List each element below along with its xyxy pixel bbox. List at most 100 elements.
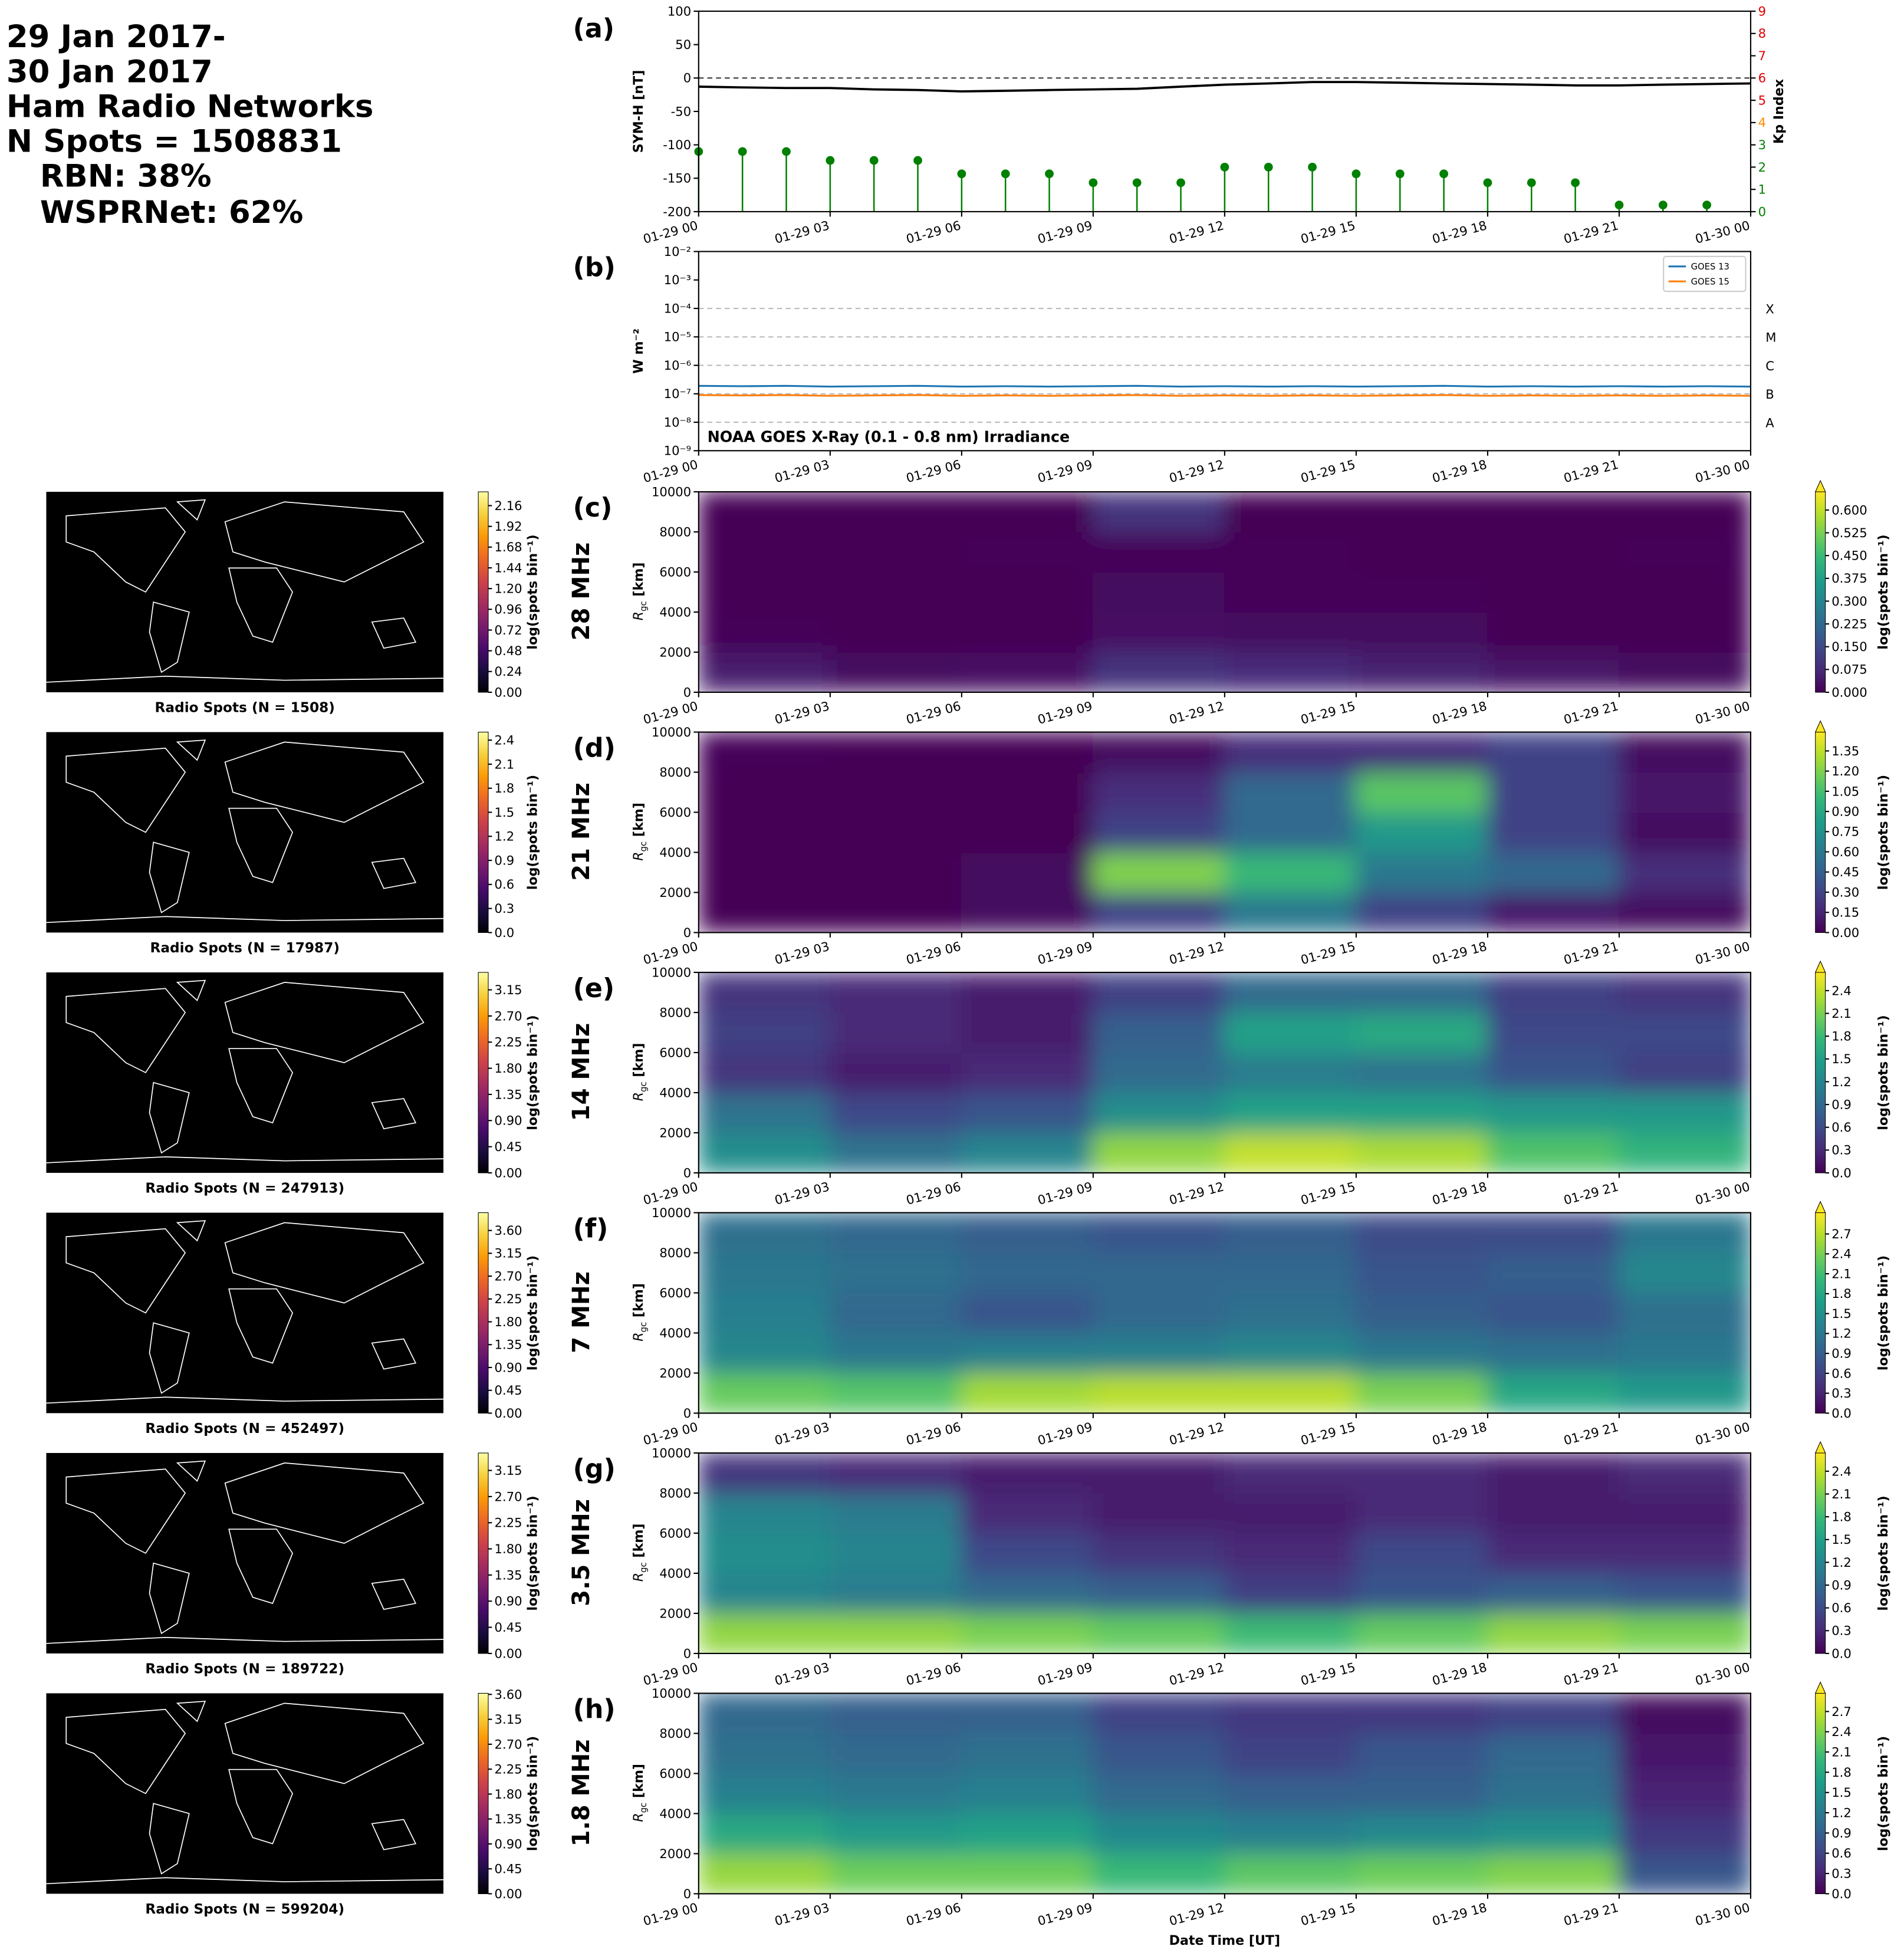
colorbar-tick-label: 1.20 [495, 581, 522, 596]
colorbar [1815, 1692, 1826, 1894]
y-tick-label: 50 [675, 37, 691, 52]
colorbar-tick-label: 3.60 [495, 1223, 522, 1238]
heatmap-cell [829, 1853, 962, 1894]
heatmap-blur [698, 1452, 1751, 1653]
heatmap-cell [1355, 1292, 1488, 1334]
y-tick-label: 6000 [659, 1766, 691, 1781]
heatmap-cell [961, 1853, 1094, 1894]
coastline [65, 1228, 186, 1314]
coastline [46, 675, 444, 683]
y-label-subscript: gc [639, 1081, 649, 1092]
colorbar [478, 731, 489, 933]
colorbar-tick-label: 3.15 [495, 1463, 522, 1478]
heatmap-cell [961, 1572, 1094, 1614]
heatmap-cell [1355, 1212, 1488, 1254]
coastline [176, 739, 206, 761]
kp-marker [957, 169, 966, 179]
colorbar-tick-label: 1.92 [495, 519, 522, 534]
heatmap-cell [829, 1292, 962, 1334]
colorbar-tick-label: 0.450 [1831, 548, 1867, 563]
heatmap-cell [829, 892, 962, 933]
coastline [149, 601, 190, 673]
colorbar-tick-label: 0.00 [495, 685, 522, 699]
y-tick-label: 10000 [652, 1686, 691, 1701]
y2-tick-label: 0 [1758, 204, 1766, 219]
colorbar-tick-label: 2.25 [495, 1291, 522, 1306]
heatmap-cell [1618, 1773, 1751, 1814]
heatmap-cell [1487, 1733, 1620, 1774]
legend-label: GOES 15 [1691, 277, 1729, 287]
heatmap-cell [1092, 1372, 1225, 1413]
colorbar-extend [1814, 479, 1826, 492]
heatmap-cell [1224, 492, 1357, 533]
heatmap-cell [829, 651, 962, 692]
heatmap-cell [961, 852, 1094, 893]
heatmap-cell [1355, 571, 1488, 613]
y-tick-label: 10000 [652, 484, 691, 499]
heatmap-cell [1487, 1372, 1620, 1413]
flare-class: M [1765, 330, 1776, 345]
y-tick-label: 0 [683, 1406, 691, 1421]
coastline [371, 1338, 417, 1370]
colorbar-tick-label: 0.6 [1831, 1600, 1852, 1615]
heatmap-cell [1618, 811, 1751, 853]
heatmap-cell [1355, 1532, 1488, 1574]
heatmap-cell [1092, 1051, 1225, 1094]
heatmap-cell [1355, 1813, 1488, 1855]
x-tick-label: 01-29 15 [1299, 1419, 1357, 1448]
y-axis-label: Rgc [km] [631, 1043, 649, 1102]
colorbar-tick-label: 1.35 [495, 1567, 522, 1582]
heatmap-cell [1355, 1132, 1488, 1173]
colorbar-tick-label: 1.80 [495, 1787, 522, 1802]
heatmap-cell [1224, 651, 1357, 692]
x-tick-label: 01-29 09 [1036, 1900, 1094, 1929]
kp-marker [1264, 163, 1273, 172]
colorbar-tick-label: 1.5 [1831, 1785, 1852, 1800]
heatmap-cell [698, 1132, 831, 1173]
coastline [149, 841, 190, 913]
x-tick-label: 01-30 00 [1693, 1419, 1751, 1448]
heatmap-cell [1355, 852, 1488, 893]
heatmap-cell [1355, 1773, 1488, 1814]
colorbar-tick-label: 0.3 [1831, 1143, 1852, 1158]
x-tick-label: 01-30 00 [1693, 1179, 1751, 1208]
heatmap-cell [1092, 1252, 1225, 1294]
heatmap-cell [1487, 1092, 1620, 1134]
heatmap-cell [1618, 1332, 1751, 1374]
colorbar-tick-label: 0.225 [1831, 616, 1867, 631]
heatmap-cell [1355, 1853, 1488, 1894]
coastline [65, 1708, 186, 1794]
heatmap-cell [1092, 852, 1225, 893]
colorbar-tick-label: 0.96 [495, 602, 522, 617]
heatmap-cell [961, 1693, 1094, 1734]
heatmap-cell [1224, 1011, 1357, 1054]
colorbar-tick-label: 0.45 [1831, 864, 1859, 879]
y-tick-label: 10⁻⁴ [664, 301, 691, 315]
heatmap-cell [1224, 1492, 1357, 1534]
heatmap-cell [1224, 1051, 1357, 1094]
heatmap-cell [829, 1212, 962, 1254]
flare-class: B [1765, 387, 1774, 402]
x-tick-label: 01-29 18 [1431, 939, 1488, 968]
heatmap-cell [1355, 1372, 1488, 1413]
colorbar-tick-label: 1.5 [1831, 1051, 1852, 1066]
x-tick-label: 01-29 09 [1036, 1659, 1094, 1688]
heatmap-cell [1092, 972, 1225, 1014]
colorbar-tick-label: 1.2 [495, 829, 515, 844]
x-tick-label: 01-29 00 [642, 1659, 699, 1688]
x-tick-label: 01-29 15 [1299, 457, 1357, 486]
colorbar-tick-label: 1.35 [495, 1087, 522, 1102]
y-tick-label: 10⁻⁹ [664, 443, 691, 458]
heatmap-cell [829, 611, 962, 653]
flare-class: X [1765, 301, 1774, 316]
map-background [46, 1452, 443, 1653]
heatmap-cell [961, 892, 1094, 933]
colorbar-tick-label: 1.8 [1831, 1286, 1852, 1301]
kp-marker [1483, 178, 1492, 188]
colorbar-tick-label: 2.1 [1831, 1006, 1852, 1021]
x-tick-label: 01-29 06 [905, 218, 962, 246]
y-tick-label: 6000 [659, 1526, 691, 1540]
y-label-subscript: gc [639, 841, 649, 852]
y-tick-label: 0 [683, 685, 691, 699]
y-label-unit: [km] [631, 563, 646, 601]
